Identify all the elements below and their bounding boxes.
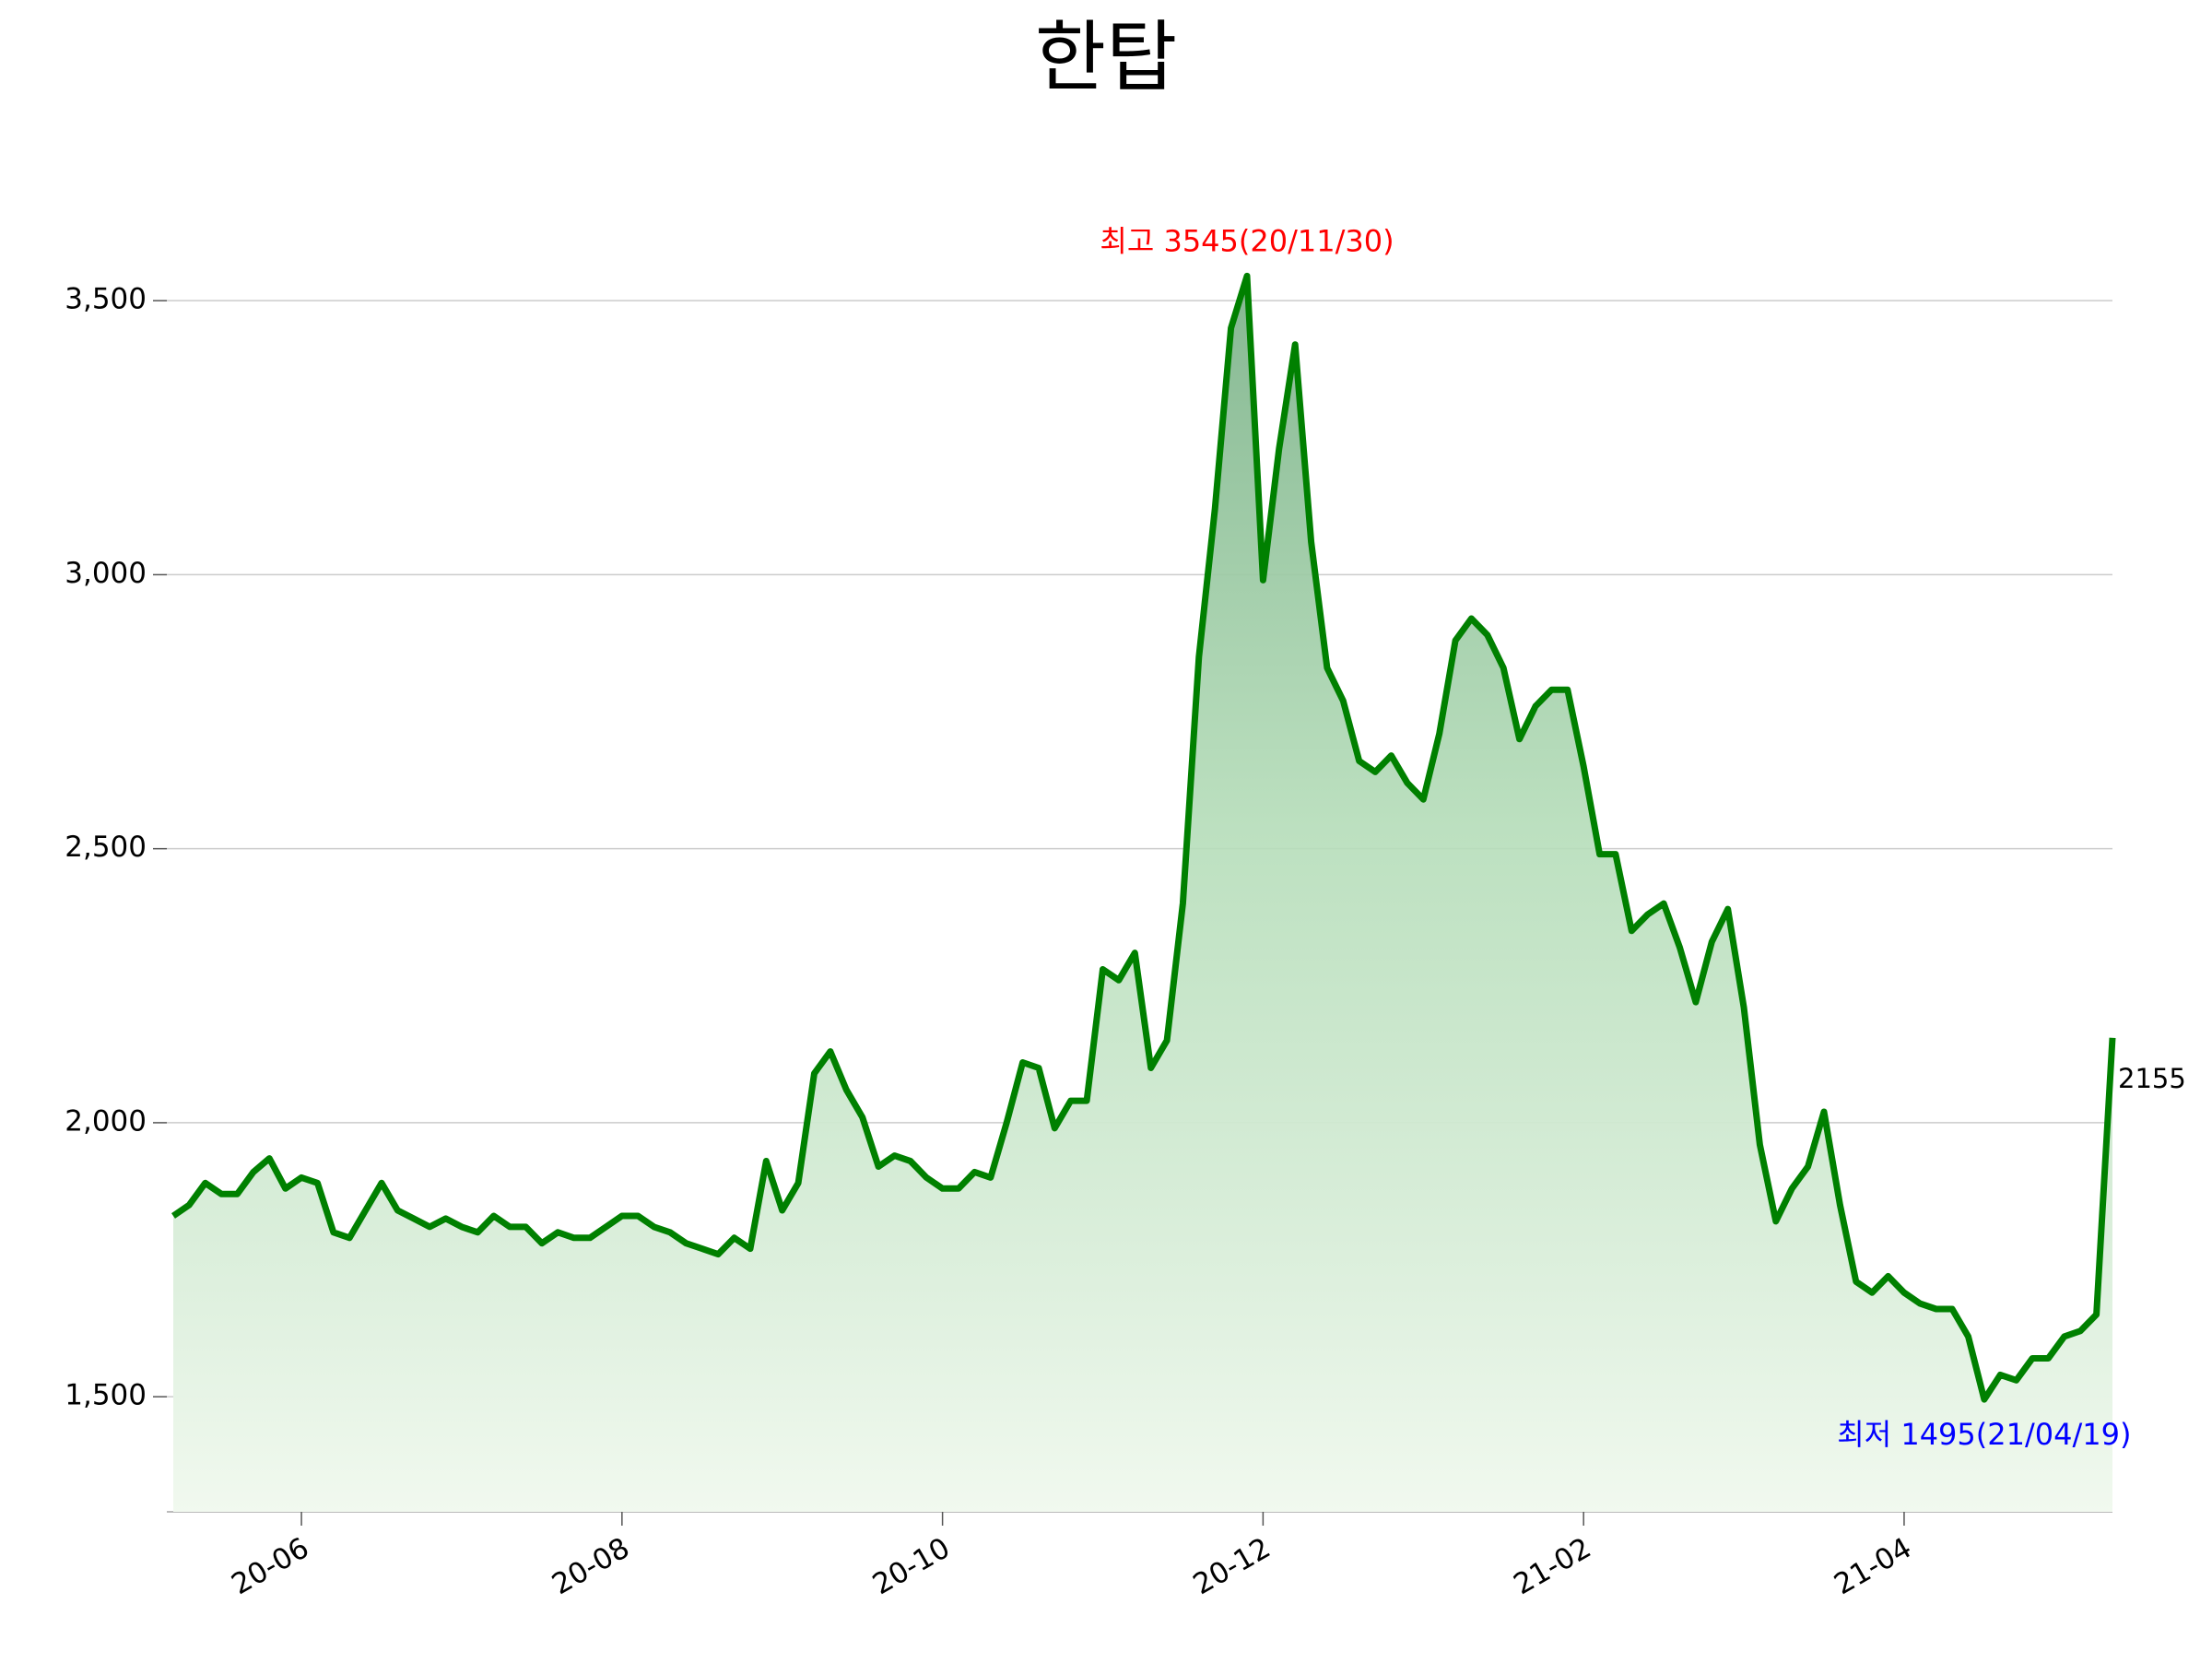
area-fill (173, 276, 2112, 1512)
y-tick-label: 2,000 (65, 1104, 147, 1138)
x-tick-label: 21-02 (1508, 1531, 1596, 1601)
chart-title: 한탑 (1035, 12, 1178, 102)
y-tick-label: 3,500 (65, 283, 147, 316)
y-tick-label: 2,500 (65, 831, 147, 864)
y-tick-label: 1,500 (65, 1379, 147, 1412)
x-tick-label: 20-12 (1188, 1531, 1277, 1601)
price-line (171, 272, 2116, 1403)
x-tick-label: 20-08 (547, 1531, 635, 1601)
x-tick-label: 20-10 (867, 1531, 956, 1601)
x-tick-label: 20-06 (226, 1531, 314, 1601)
y-tick-label: 3,000 (65, 557, 147, 590)
max-annotation: 최고 3545(20/11/30) (1100, 223, 1394, 258)
min-annotation: 최저 1495(21/04/19) (1837, 1417, 2131, 1452)
last-value-label: 2155 (2118, 1063, 2186, 1094)
x-tick-label: 21-04 (1829, 1531, 1917, 1601)
